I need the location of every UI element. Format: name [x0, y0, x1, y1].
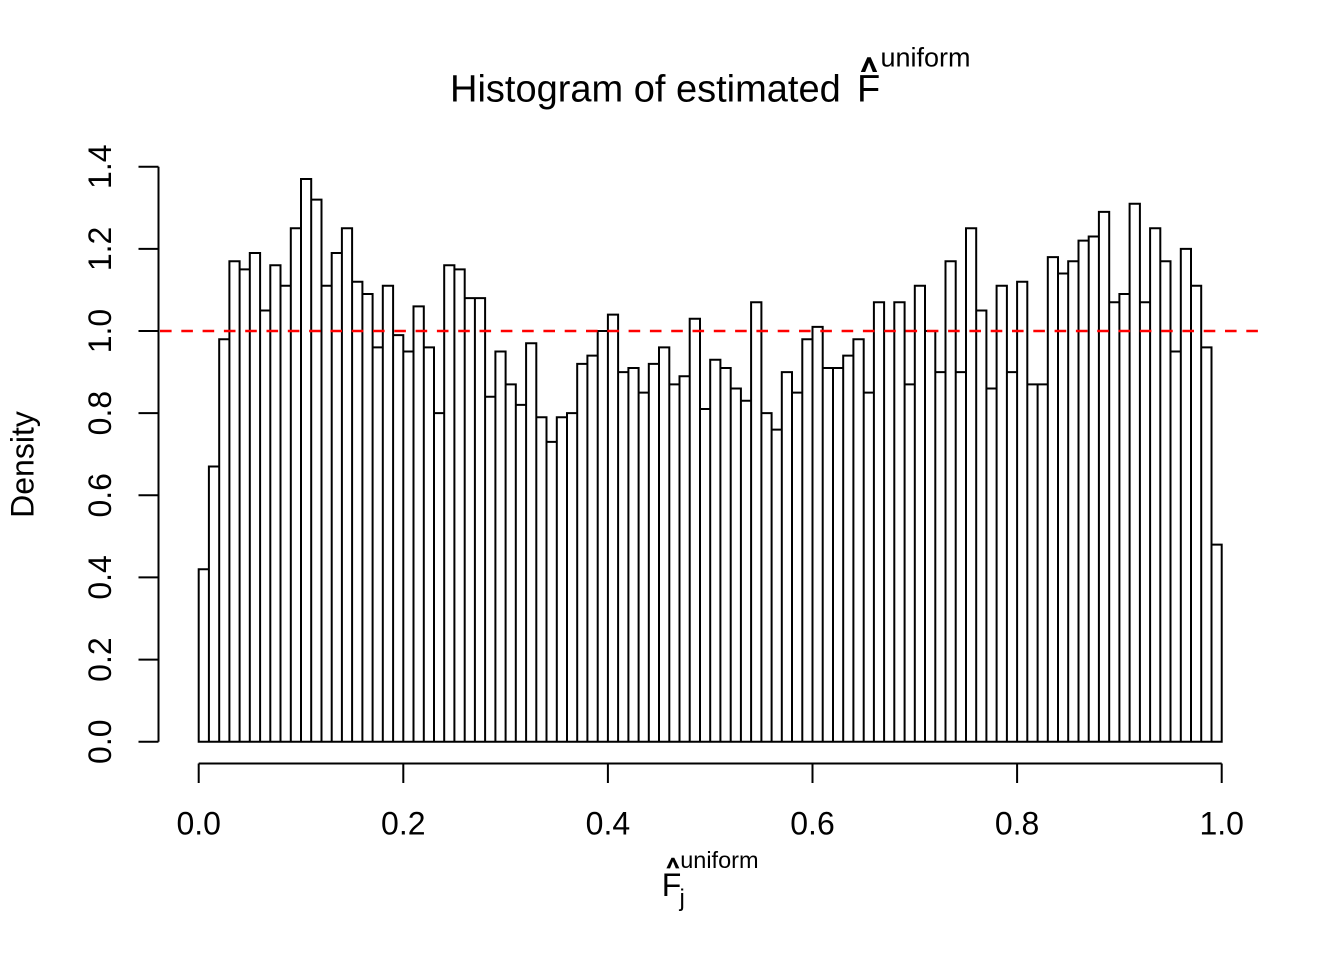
svg-text:Density: Density — [5, 411, 41, 518]
svg-text:1.0: 1.0 — [1199, 806, 1243, 842]
svg-text:F: F — [857, 68, 880, 110]
svg-text:0.4: 0.4 — [586, 806, 630, 842]
svg-text:j: j — [679, 885, 685, 912]
svg-text:0.0: 0.0 — [82, 719, 118, 763]
svg-text:0.2: 0.2 — [82, 637, 118, 681]
svg-text:Histogram of estimated: Histogram of estimated — [450, 68, 841, 110]
svg-text:1.0: 1.0 — [82, 309, 118, 353]
svg-text:0.6: 0.6 — [790, 806, 834, 842]
svg-text:F: F — [662, 867, 682, 903]
svg-text:0.4: 0.4 — [82, 555, 118, 599]
svg-text:uniform: uniform — [881, 43, 971, 73]
svg-text:uniform: uniform — [680, 847, 758, 873]
svg-text:1.2: 1.2 — [82, 227, 118, 271]
svg-text:0.6: 0.6 — [82, 473, 118, 517]
svg-text:0.0: 0.0 — [176, 806, 220, 842]
svg-text:0.2: 0.2 — [381, 806, 425, 842]
svg-text:0.8: 0.8 — [995, 806, 1039, 842]
svg-text:0.8: 0.8 — [82, 391, 118, 435]
svg-text:1.4: 1.4 — [82, 144, 118, 188]
